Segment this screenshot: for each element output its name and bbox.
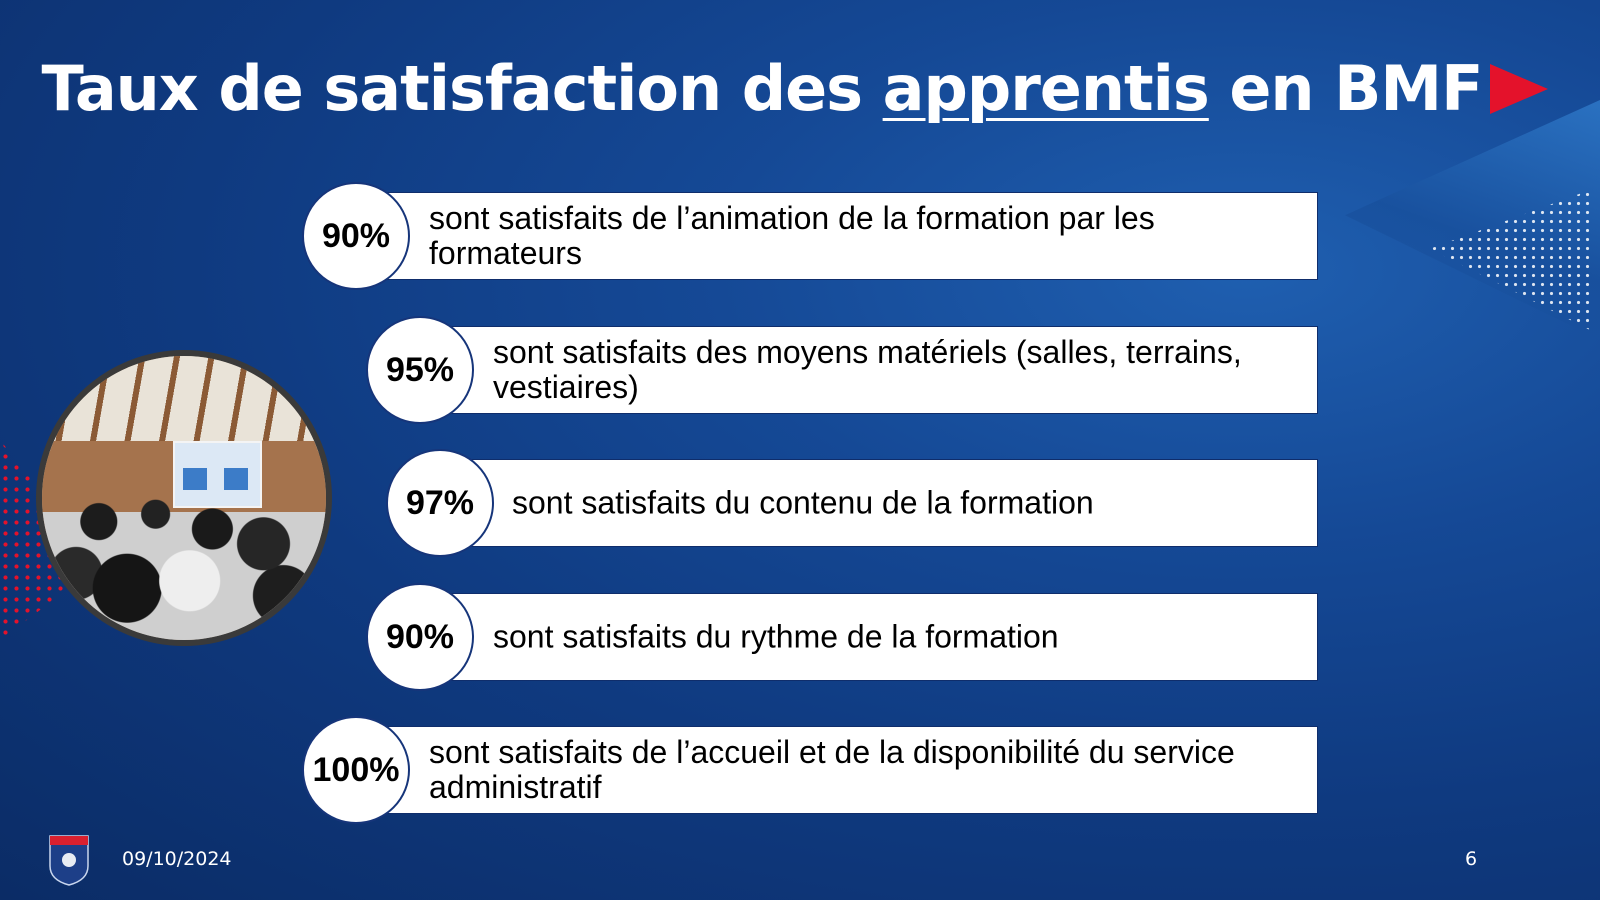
satisfaction-text-3: sont satisfaits du contenu de la formati… bbox=[512, 484, 1094, 521]
satisfaction-bar-3: sont satisfaits du contenu de la formati… bbox=[465, 459, 1318, 547]
percent-value-3: 97% bbox=[405, 483, 475, 522]
satisfaction-bar-1: sont satisfaits de l’animation de la for… bbox=[380, 192, 1318, 280]
percent-circle-3: 97% bbox=[386, 449, 494, 557]
photo-ceiling bbox=[42, 356, 326, 453]
satisfaction-text-5: sont satisfaits de l’accueil et de la di… bbox=[429, 734, 1235, 805]
satisfaction-bar-2: sont satisfaits des moyens matériels (sa… bbox=[445, 326, 1318, 414]
title-part-1: Taux de satisfaction des bbox=[41, 52, 883, 125]
satisfaction-text-4: sont satisfaits du rythme de la formatio… bbox=[493, 618, 1059, 655]
classroom-photo bbox=[36, 350, 332, 646]
satisfaction-bar-4: sont satisfaits du rythme de la formatio… bbox=[445, 593, 1318, 681]
percent-circle-2: 95% bbox=[366, 316, 474, 424]
percent-value-5: 100% bbox=[312, 750, 400, 789]
title-underlined-word: apprentis bbox=[882, 52, 1210, 125]
red-arrow-icon bbox=[1490, 64, 1548, 114]
percent-circle-1: 90% bbox=[302, 182, 410, 290]
photo-students bbox=[42, 492, 326, 640]
percent-value-2: 95% bbox=[385, 350, 455, 389]
title-part-2: en BMF bbox=[1208, 52, 1483, 125]
footer-date: 09/10/2024 bbox=[122, 848, 232, 870]
percent-value-1: 90% bbox=[321, 216, 391, 255]
satisfaction-bar-5: sont satisfaits de l’accueil et de la di… bbox=[380, 726, 1318, 814]
satisfaction-text-1: sont satisfaits de l’animation de la for… bbox=[429, 200, 1155, 271]
percent-circle-4: 90% bbox=[366, 583, 474, 691]
slide-title: Taux de satisfaction des apprentis en BM… bbox=[0, 52, 1562, 125]
footer-page-number: 6 bbox=[1465, 848, 1478, 870]
percent-circle-5: 100% bbox=[302, 716, 410, 824]
satisfaction-text-2: sont satisfaits des moyens matériels (sa… bbox=[493, 334, 1242, 405]
ligue-logo-icon bbox=[49, 835, 89, 886]
percent-value-4: 90% bbox=[385, 617, 455, 656]
